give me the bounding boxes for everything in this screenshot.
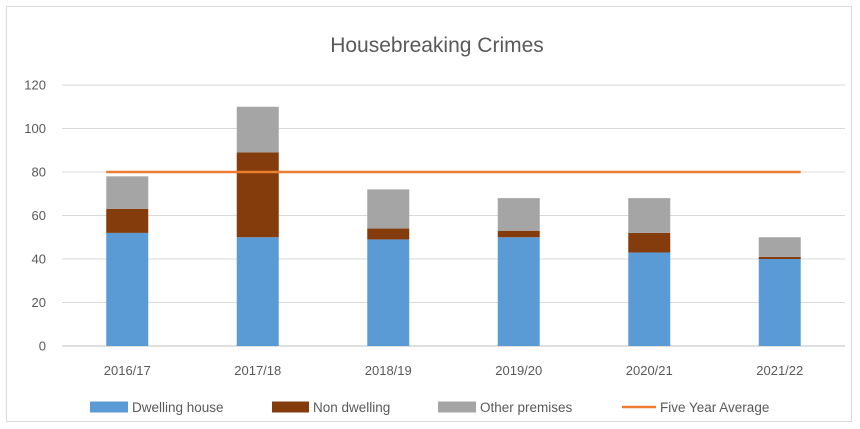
- bar-dwelling-house-2018-19: [367, 239, 410, 346]
- y-tick-label: 40: [32, 252, 46, 267]
- bar-non-dwelling-2019-20: [497, 230, 540, 238]
- legend-label-non-dwelling: Non dwelling: [313, 400, 390, 415]
- legend-swatch-dwelling-house: [90, 401, 128, 413]
- y-tick-label: 0: [39, 339, 46, 354]
- bars: [106, 106, 801, 346]
- chart-title: Housebreaking Crimes: [330, 34, 544, 57]
- bar-dwelling-house-2019-20: [497, 237, 540, 346]
- x-tick-label: 2016/17: [104, 363, 151, 378]
- legend-label-five-year-average: Five Year Average: [660, 400, 769, 415]
- bar-non-dwelling-2018-19: [367, 228, 410, 240]
- bar-dwelling-house-2017-18: [236, 237, 279, 346]
- bar-other-premises-2016-17: [106, 176, 149, 209]
- x-tick-label: 2020/21: [626, 363, 673, 378]
- bar-other-premises-2017-18: [236, 106, 279, 153]
- y-tick-label: 20: [32, 295, 46, 310]
- x-tick-label: 2018/19: [365, 363, 412, 378]
- legend: Dwelling house Non dwelling Other premises…: [90, 400, 769, 415]
- bar-non-dwelling-2017-18: [236, 152, 279, 238]
- bar-other-premises-2021-22: [758, 237, 801, 257]
- bar-non-dwelling-2016-17: [106, 208, 149, 233]
- y-tick-label: 60: [32, 208, 46, 223]
- bar-dwelling-house-2016-17: [106, 232, 149, 346]
- bar-non-dwelling-2020-21: [628, 232, 671, 253]
- legend-label-other-premises: Other premises: [480, 400, 573, 415]
- y-tick-label: 80: [32, 165, 46, 180]
- bar-other-premises-2020-21: [628, 198, 671, 233]
- bar-other-premises-2019-20: [497, 198, 540, 231]
- bar-non-dwelling-2021-22: [758, 256, 801, 259]
- x-tick-label: 2021/22: [756, 363, 803, 378]
- bar-dwelling-house-2020-21: [628, 252, 671, 346]
- legend-swatch-non-dwelling: [272, 401, 309, 413]
- legend-swatch-other-premises: [438, 401, 476, 413]
- x-tick-label: 2019/20: [495, 363, 542, 378]
- bar-other-premises-2018-19: [367, 189, 410, 229]
- legend-label-dwelling-house: Dwelling house: [132, 400, 224, 415]
- bar-dwelling-house-2021-22: [758, 259, 801, 346]
- gridlines: [62, 84, 845, 347]
- y-tick-label: 120: [24, 78, 46, 93]
- x-axis-ticks: 2016/17 2017/18 2018/19 2019/20 2020/21 2021/…: [104, 363, 804, 378]
- y-axis-ticks: 0 20 40 60 80 100 120: [24, 78, 46, 354]
- y-tick-label: 100: [24, 121, 46, 136]
- x-tick-label: 2017/18: [234, 363, 281, 378]
